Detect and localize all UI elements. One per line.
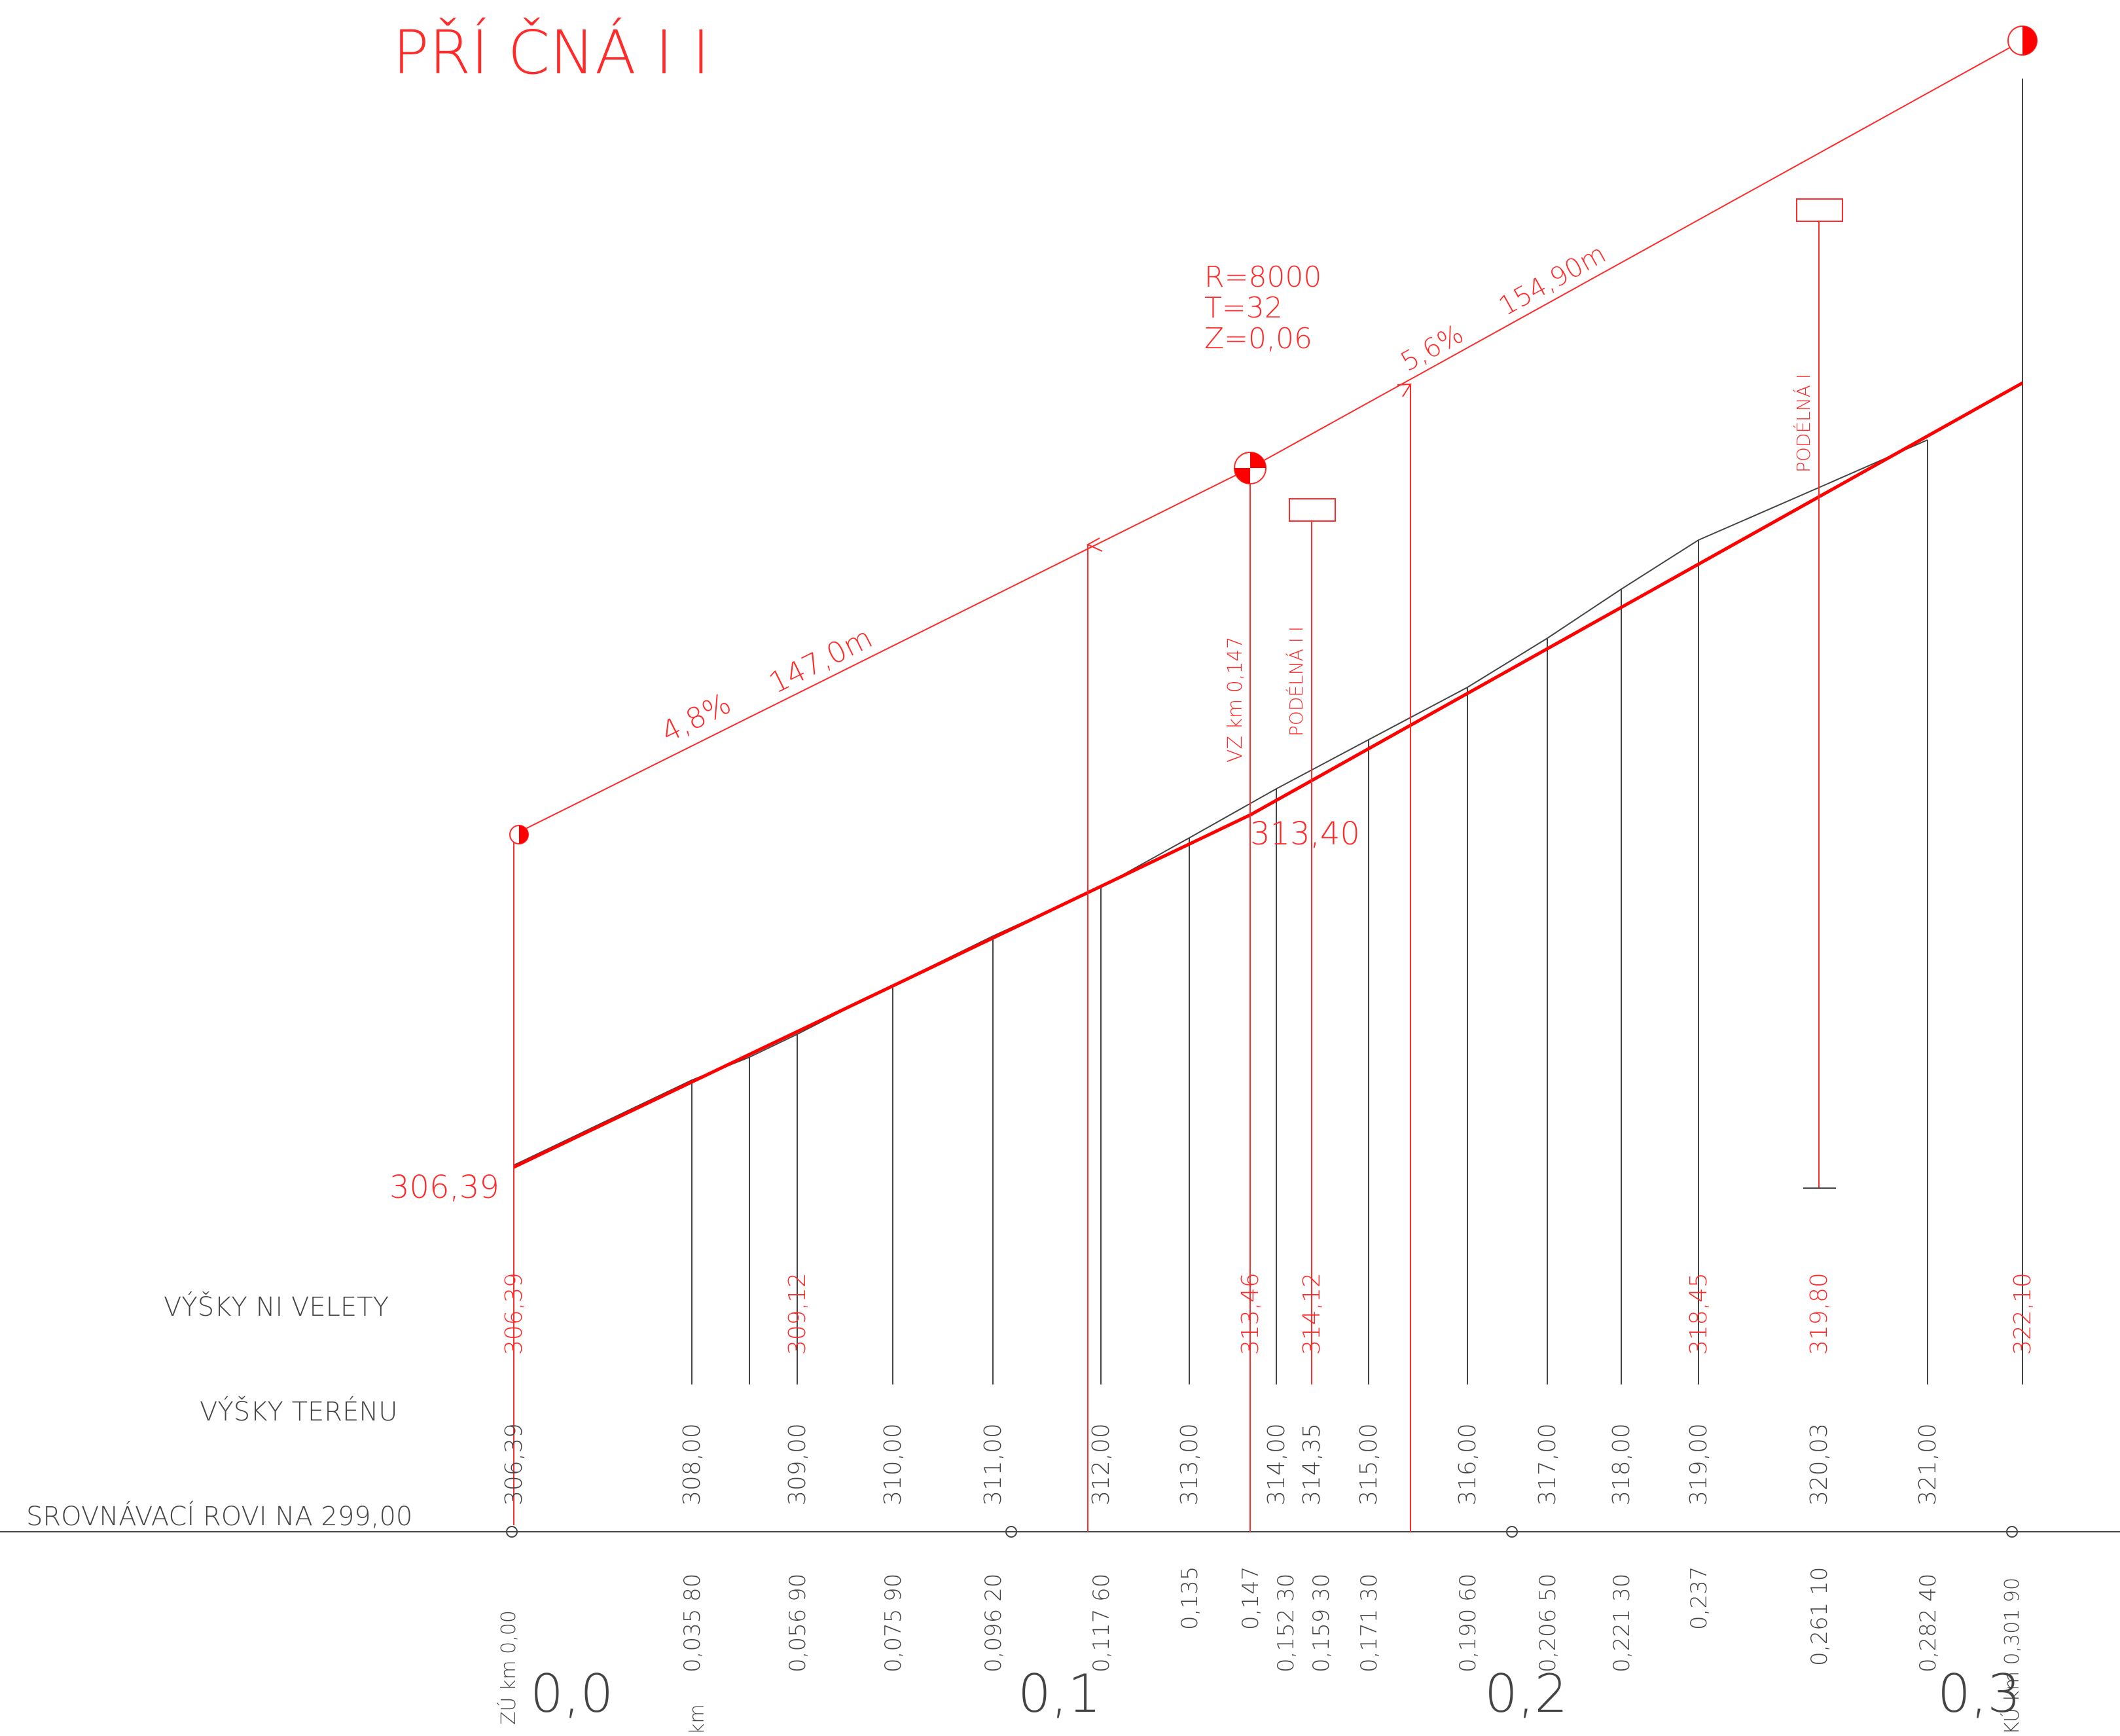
terrain-ordinates <box>691 79 2023 1384</box>
terrain-value: 308,00 <box>679 1423 706 1506</box>
vz-station-marker <box>1234 452 1267 484</box>
crossing-box-i <box>1796 198 1843 222</box>
datum-mark-3 <box>2006 1526 2018 1538</box>
design-grade-line <box>512 381 2024 1169</box>
terrain-value: 312,00 <box>1088 1423 1115 1506</box>
niveleta-values: 306,39 309,12 313,46 314,12 318,45 319,8… <box>501 1273 2036 1371</box>
vz-station-label: VZ km 0,147 <box>1224 636 1247 763</box>
km-marker-2: 0,2 <box>1484 1663 1568 1724</box>
terrain-value: 321,00 <box>1914 1423 1941 1506</box>
tangent-line-2 <box>1249 40 2023 469</box>
station-value: 0,159 30 <box>1308 1574 1335 1673</box>
station-value: 0,237 <box>1686 1566 1712 1630</box>
crossing-label-i: PODÉLNÁ I <box>1792 374 1814 473</box>
station-value: 0,147 <box>1238 1566 1264 1630</box>
zu-station-label: ZÚ km 0,00 <box>496 1610 520 1725</box>
terrain-values: 306,39 308,00 309,00 310,00 311,00 312,0… <box>501 1423 1941 1506</box>
crossing-label-ii: PODÉLNÁ I I <box>1285 626 1307 736</box>
crossing-box-ii <box>1289 498 1336 522</box>
terrain-value: 319,00 <box>1685 1423 1712 1506</box>
end-station-marker <box>2007 26 2038 56</box>
km-marker-3: 0,3 <box>1937 1663 2021 1724</box>
red-verticals <box>513 221 1820 1532</box>
station-value: 0,035 80 <box>679 1574 706 1673</box>
datum-mark-2 <box>1506 1526 1518 1538</box>
elevation-start: 306,39 <box>389 1169 499 1206</box>
station-value: 0,190 60 <box>1455 1574 1481 1673</box>
terrain-line <box>513 439 1928 1166</box>
terrain-value: 310,00 <box>880 1423 907 1506</box>
terrain-value: 320,03 <box>1806 1423 1833 1506</box>
niveleta-value: 314,12 <box>1299 1273 1325 1355</box>
elevation-vz: 313,40 <box>1250 816 1360 852</box>
terrain-value: 318,00 <box>1608 1423 1635 1506</box>
tangent-line-1 <box>513 467 1251 835</box>
niveleta-value: 309,12 <box>784 1273 811 1355</box>
station-value: 0,282 40 <box>1915 1574 1941 1673</box>
niveleta-value: 306,39 <box>501 1273 528 1355</box>
terrain-value: 317,00 <box>1534 1423 1561 1506</box>
tangent-arrow-end <box>1397 383 1412 397</box>
terrain-value: 306,39 <box>501 1423 528 1506</box>
drawing-title: PŘÍ ČNÁ I I <box>393 16 710 88</box>
station-value: 0,221 30 <box>1609 1574 1635 1673</box>
terrain-value: 314,35 <box>1299 1423 1325 1506</box>
km-marker-0: 0,0 <box>530 1663 613 1724</box>
terrain-value: 309,00 <box>784 1423 811 1506</box>
row-label-terrain: VÝŠKY TERÉNU <box>200 1396 398 1427</box>
niveleta-value: 319,80 <box>1806 1273 1833 1355</box>
datum-mark-1 <box>1005 1526 1017 1538</box>
row-label-datum: SROVNÁVACÍ ROVI NA 299,00 <box>26 1500 412 1532</box>
grade-2-length: 154,90m <box>1494 239 1611 322</box>
station-value: 0,096 20 <box>980 1574 1007 1673</box>
terrain-value: 314,00 <box>1263 1423 1290 1506</box>
row-label-niveleta: VÝŠKY NI VELETY <box>164 1291 389 1322</box>
niveleta-value: 322,10 <box>2009 1273 2036 1355</box>
terrain-value: 315,00 <box>1356 1423 1382 1506</box>
station-value: 0,152 30 <box>1273 1574 1299 1673</box>
grade-2-percent: 5,6% <box>1396 319 1469 378</box>
terrain-value: 311,00 <box>980 1423 1007 1506</box>
station-value: 0,075 90 <box>880 1574 907 1673</box>
curve-z: Z=0,06 <box>1204 322 1312 355</box>
curve-radius: R=8000 <box>1204 261 1321 294</box>
ku-station-label: KÚ km 0,301 90 <box>2000 1578 2024 1735</box>
station-value: 0,171 30 <box>1356 1574 1382 1673</box>
grade-1-percent: 4,8% <box>656 687 736 750</box>
niveleta-value: 318,45 <box>1685 1273 1712 1355</box>
datum-mark-0 <box>506 1526 518 1538</box>
station-values: 0,035 80 0,056 90 0,075 90 0,096 20 0,11… <box>679 1566 1941 1673</box>
station-value: 0,261 10 <box>1806 1567 1833 1666</box>
km-unit-label: km <box>686 1704 709 1735</box>
start-station-marker <box>509 825 529 844</box>
station-value: 0,135 <box>1177 1566 1203 1630</box>
tangent-arrow-start <box>1086 537 1103 552</box>
km-marker-1: 0,1 <box>1018 1663 1101 1724</box>
terrain-value: 316,00 <box>1454 1423 1481 1506</box>
grade-1-length: 147,0m <box>764 621 878 700</box>
terrain-value: 313,00 <box>1176 1423 1203 1506</box>
niveleta-value: 313,46 <box>1237 1273 1264 1355</box>
station-value: 0,206 50 <box>1535 1574 1561 1673</box>
curve-tangent: T=32 <box>1204 291 1283 325</box>
station-value: 0,056 90 <box>785 1574 811 1673</box>
station-value: 0,117 60 <box>1088 1574 1115 1673</box>
